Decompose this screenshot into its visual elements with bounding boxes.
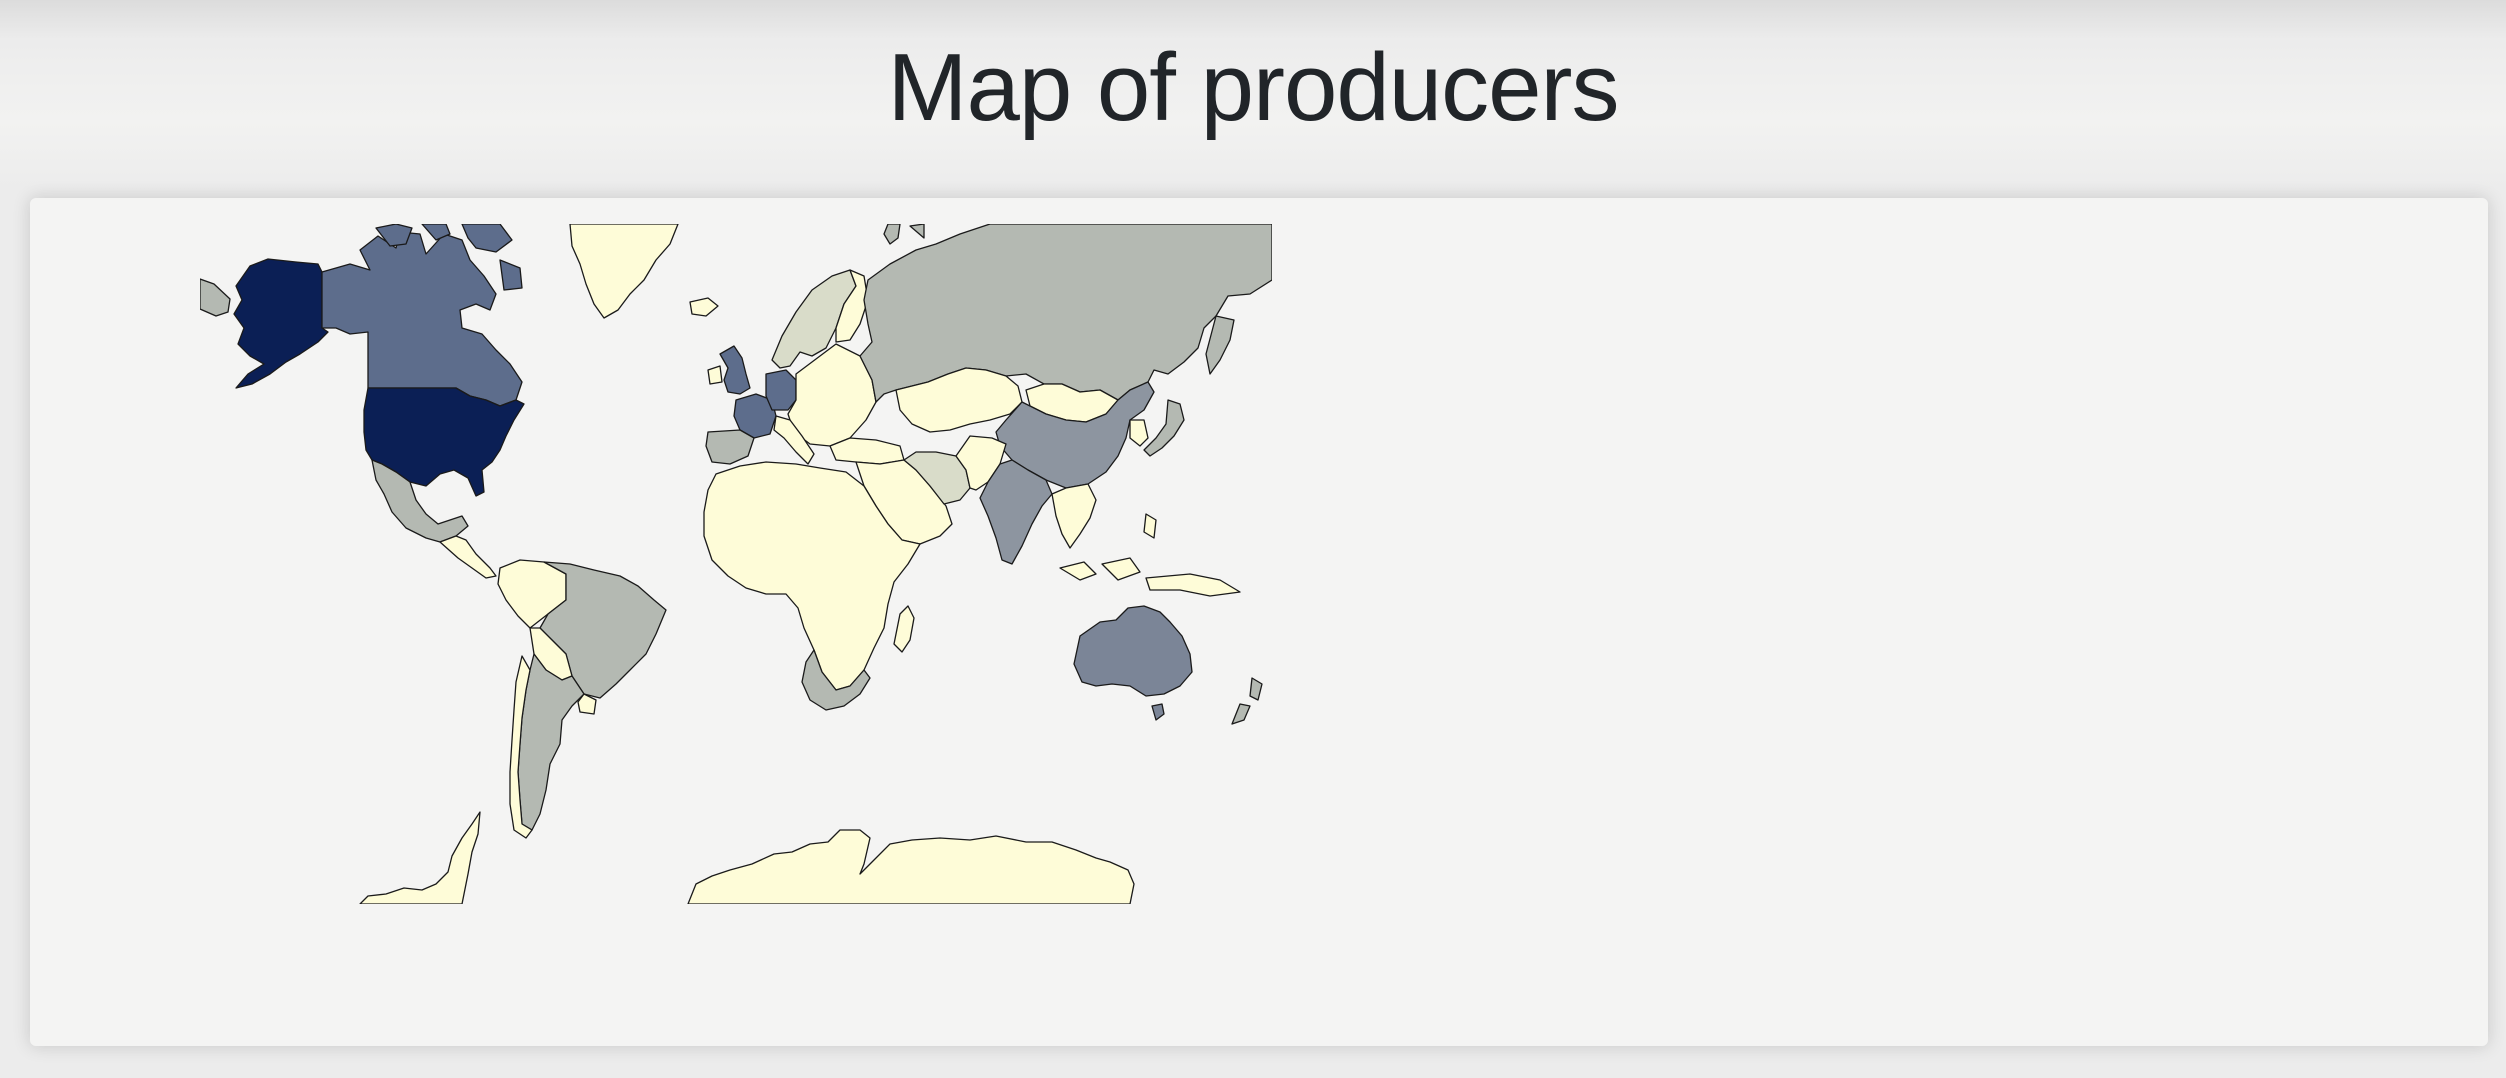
- region-germany[interactable]: [765, 369, 797, 411]
- region-new-zealand[interactable]: [1231, 677, 1263, 725]
- region-kamchatka[interactable]: [1205, 315, 1235, 375]
- region-united-kingdom[interactable]: [719, 345, 751, 395]
- region-iceland[interactable]: [689, 297, 719, 317]
- region-korea[interactable]: [1129, 419, 1149, 447]
- world-map: [200, 224, 1272, 904]
- page-title: Map of producers: [887, 34, 1619, 141]
- region-australia[interactable]: [1073, 605, 1193, 697]
- region-antarctica-main[interactable]: [687, 829, 1135, 904]
- region-antarctica-peninsula[interactable]: [359, 811, 481, 904]
- region-south-africa[interactable]: [801, 649, 871, 711]
- region-philippines[interactable]: [1143, 513, 1157, 539]
- region-india[interactable]: [979, 459, 1053, 565]
- region-russia-islands[interactable]: [883, 224, 925, 245]
- region-greenland[interactable]: [569, 224, 679, 319]
- region-indonesia[interactable]: [1059, 557, 1241, 597]
- region-canada[interactable]: [321, 231, 523, 407]
- map-card: [30, 198, 2488, 1046]
- region-madagascar[interactable]: [893, 605, 915, 653]
- region-russia[interactable]: [859, 224, 1272, 403]
- region-mexico[interactable]: [371, 459, 469, 543]
- region-canada-islands[interactable]: [375, 224, 523, 291]
- region-tasmania[interactable]: [1151, 703, 1165, 721]
- region-alaska[interactable]: [233, 258, 329, 389]
- region-brazil[interactable]: [539, 561, 667, 699]
- region-turkey[interactable]: [829, 437, 905, 465]
- region-southeast-asia[interactable]: [1051, 483, 1097, 549]
- region-chile[interactable]: [509, 655, 533, 839]
- region-spain[interactable]: [705, 429, 755, 465]
- region-france[interactable]: [733, 393, 777, 439]
- region-chukotka[interactable]: [200, 278, 231, 317]
- region-central-america[interactable]: [439, 535, 497, 579]
- region-uruguay[interactable]: [577, 693, 597, 715]
- region-africa[interactable]: [703, 461, 921, 691]
- region-ireland[interactable]: [707, 365, 723, 385]
- header-background: [0, 0, 2506, 190]
- region-japan[interactable]: [1143, 399, 1185, 457]
- region-italy[interactable]: [773, 415, 815, 465]
